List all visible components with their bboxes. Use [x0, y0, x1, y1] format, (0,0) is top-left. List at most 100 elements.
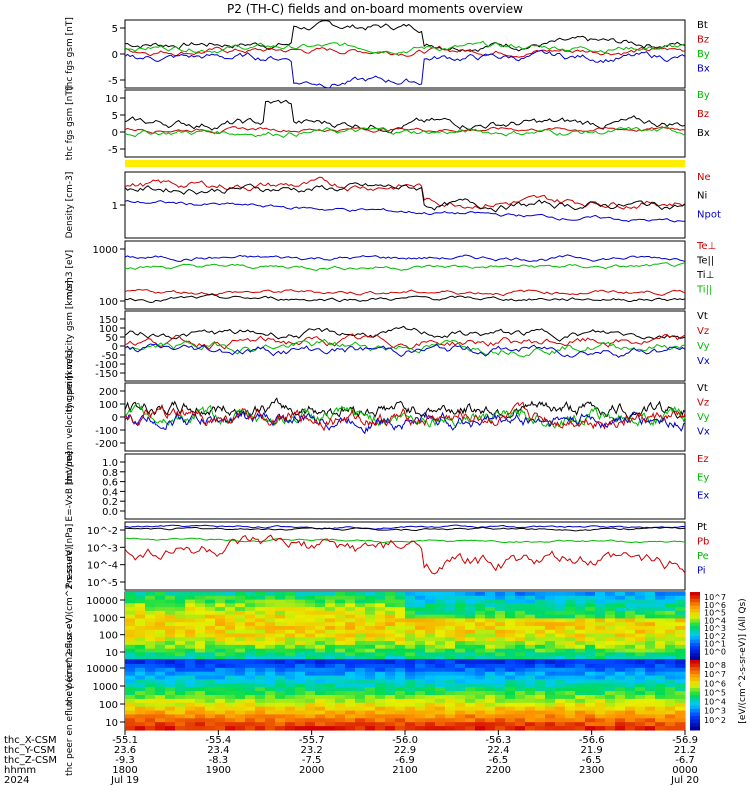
spectrogram-cell — [405, 595, 416, 601]
spectrogram-cell — [195, 614, 206, 620]
spectrogram-cell — [675, 714, 686, 719]
spectrogram-cell — [185, 660, 196, 665]
spectrogram-cell — [325, 679, 336, 684]
spectrogram-cell — [505, 718, 516, 723]
spectrogram-cell — [175, 702, 186, 708]
spectrogram-cell — [135, 695, 146, 700]
spectrogram-cell — [275, 644, 286, 650]
spectrogram-cell — [645, 691, 656, 696]
spectrogram-cell — [145, 629, 156, 635]
spectrogram-cell — [135, 637, 146, 642]
spectrogram-cell — [495, 726, 506, 731]
spectrogram-cell — [655, 698, 666, 704]
spectrogram-cell — [465, 726, 476, 731]
spectrogram-cell — [545, 648, 556, 654]
spectrogram-cell — [145, 599, 156, 604]
spectrogram-cell — [565, 633, 576, 638]
spectrogram-cell — [455, 671, 466, 677]
panel-3-frame — [124, 171, 686, 239]
spectrogram-cell — [465, 667, 476, 673]
spectrogram-cell — [395, 603, 406, 608]
legend-entry: Bt — [697, 20, 708, 31]
spectrogram-cell — [395, 629, 406, 635]
colorbar-swatch — [690, 705, 700, 710]
spectrogram-cell — [585, 726, 596, 731]
spectrogram-cell — [125, 622, 136, 627]
spectrogram-cell — [245, 663, 256, 669]
spectrogram-cell — [675, 622, 686, 627]
spectrogram-cell — [445, 695, 456, 700]
spectrogram-cell — [505, 663, 516, 669]
spectrogram-cell — [515, 610, 526, 616]
spectrogram-cell — [265, 698, 276, 704]
spectrogram-cell — [635, 622, 646, 627]
spectrogram-cell — [305, 607, 316, 612]
spectrogram-cell — [425, 702, 436, 708]
spectrogram-cell — [365, 603, 376, 608]
spectrogram-cell — [175, 610, 186, 616]
spectrogram-cell — [295, 722, 306, 727]
colorbar-tick: 10^5 — [704, 609, 726, 618]
spectrogram-cell — [175, 637, 186, 642]
y-tick-label: 0.2 — [102, 497, 118, 508]
spectrogram-cell — [645, 592, 656, 597]
spectrogram-cell — [245, 622, 256, 627]
spectrogram-cell — [635, 641, 646, 646]
colorbar-swatch — [690, 643, 700, 647]
spectrogram-cell — [175, 633, 186, 638]
spectrogram-cell — [665, 626, 676, 631]
spectrogram-cell — [185, 695, 196, 700]
spectrogram-cell — [355, 622, 366, 627]
spectrogram-cell — [325, 706, 336, 712]
spectrogram-cell — [375, 671, 386, 677]
spectrogram-cell — [455, 629, 466, 635]
spectrogram-cell — [265, 599, 276, 604]
spectrogram-cell — [655, 610, 666, 616]
spectrogram-cell — [425, 718, 436, 723]
spectrogram-cell — [335, 626, 346, 631]
spectrogram-cell — [585, 660, 596, 665]
spectrogram-cell — [195, 663, 206, 669]
spectrogram-cell — [185, 633, 196, 638]
colorbar-swatch — [690, 660, 700, 664]
spectrogram-cell — [385, 663, 396, 669]
spectrogram-cell — [675, 675, 686, 681]
spectrogram-cell — [225, 644, 236, 650]
vz-line — [124, 401, 686, 432]
spectrogram-cell — [355, 607, 366, 612]
spectrogram-cell — [295, 706, 306, 712]
spectrogram-cell — [205, 610, 216, 616]
spectrogram-cell — [405, 626, 416, 631]
y-tick-label: 10 — [105, 648, 118, 659]
spectrogram-cell — [145, 633, 156, 638]
spectrogram-cell — [425, 603, 436, 608]
spectrogram-cell — [395, 607, 406, 612]
spectrogram-cell — [465, 687, 476, 692]
spectrogram-cell — [355, 675, 366, 681]
spectrogram-cell — [335, 622, 346, 627]
spectrogram-cell — [285, 644, 296, 650]
spectrogram-cell — [195, 679, 206, 684]
spectrogram-cell — [635, 706, 646, 712]
spectrogram-cell — [525, 592, 536, 597]
spectrogram-cell — [155, 679, 166, 684]
spectrogram-cell — [595, 633, 606, 638]
spectrogram-cell — [205, 660, 216, 665]
spectrogram-cell — [645, 726, 656, 731]
spectrogram-cell — [675, 648, 686, 654]
spectrogram-cell — [325, 660, 336, 665]
spectrogram-cell — [665, 603, 676, 608]
spectrogram-cell — [465, 663, 476, 669]
colorbar-swatch — [690, 695, 700, 699]
spectrogram-cell — [395, 698, 406, 704]
spectrogram-cell — [165, 714, 176, 719]
spectrogram-cell — [125, 667, 136, 673]
spectrogram-cell — [415, 663, 426, 669]
y-tick-label: 0.0 — [102, 507, 118, 518]
spectrogram-cell — [575, 595, 586, 601]
spectrogram-cell — [375, 629, 386, 635]
spectrogram-cell — [535, 592, 546, 597]
spectrogram-cell — [405, 633, 416, 638]
spectrogram-cell — [455, 691, 466, 696]
